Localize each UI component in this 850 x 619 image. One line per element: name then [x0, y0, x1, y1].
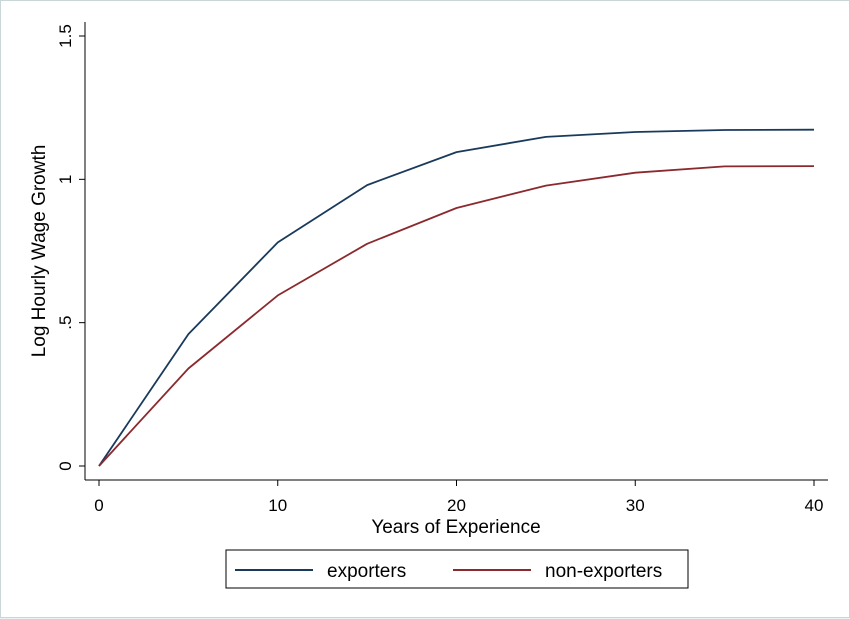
x-tick-label: 30 — [626, 496, 645, 515]
x-tick-label: 10 — [268, 496, 287, 515]
series-line-exporters — [98, 128, 815, 467]
y-tick-label: 1 — [56, 175, 75, 184]
y-axis-title: Log Hourly Wage Growth — [29, 145, 50, 358]
series-line-non-exporters — [98, 165, 815, 467]
y-tick-label: 1.5 — [56, 24, 75, 48]
x-tick-label: 40 — [805, 496, 824, 515]
legend-label-non-exporters: non-exporters — [545, 561, 662, 582]
x-tick-label: 0 — [94, 496, 103, 515]
series-layer — [98, 128, 815, 467]
axes: 0 10 20 30 40 0 .5 1 1.5 — [56, 22, 828, 515]
x-axis-title: Years of Experience — [371, 517, 540, 538]
y-tick-label: .5 — [56, 316, 75, 330]
y-tick-label: 0 — [56, 461, 75, 470]
legend: exporters non-exporters — [225, 549, 689, 589]
legend-label-exporters: exporters — [327, 561, 406, 582]
x-tick-label: 20 — [447, 496, 466, 515]
